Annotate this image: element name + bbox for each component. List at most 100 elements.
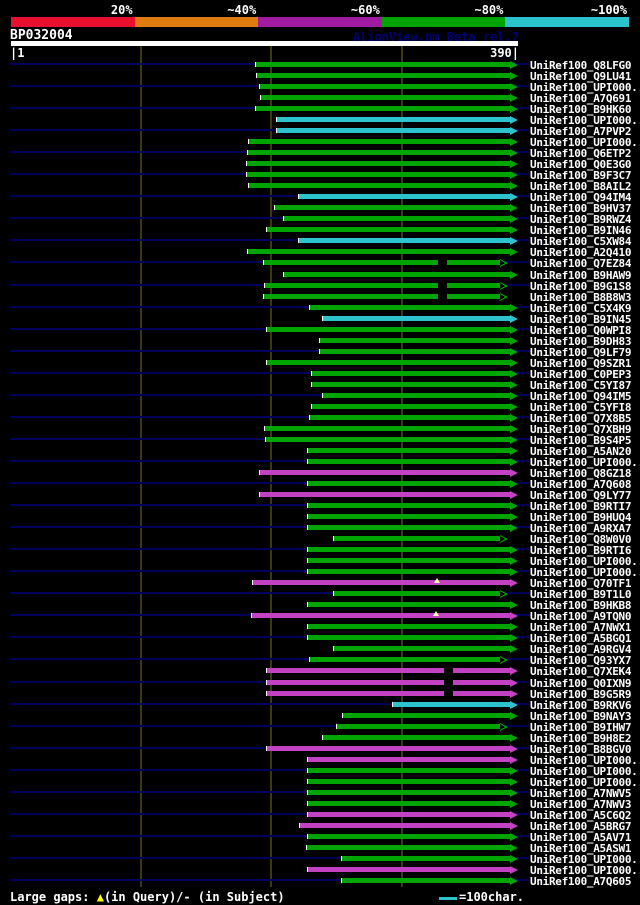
- hit-bar[interactable]: [283, 272, 512, 277]
- hit-label[interactable]: UniRef100_B9T1L0: [530, 588, 632, 601]
- hit-bar[interactable]: [260, 95, 512, 100]
- hit-label[interactable]: UniRef100_B9IN45: [530, 313, 632, 326]
- hit-bar[interactable]: [322, 735, 512, 740]
- hit-label[interactable]: UniRef100_A7NWV5: [530, 787, 632, 800]
- hit-bar[interactable]: [307, 481, 512, 486]
- hit-label[interactable]: UniRef100_B9HKB8: [530, 599, 632, 612]
- hit-label[interactable]: UniRef100_C5YFI8: [530, 401, 632, 414]
- hit-label[interactable]: UniRef100_C5XW84: [530, 235, 632, 248]
- hit-label[interactable]: UniRef100_B8AIL2: [530, 180, 632, 193]
- hit-label[interactable]: UniRef100_B9NAY3: [530, 710, 632, 723]
- hit-label[interactable]: UniRef100_B9RKV6: [530, 699, 632, 712]
- hit-label[interactable]: UniRef100_A7NWX1: [530, 621, 632, 634]
- hit-label[interactable]: UniRef100_B9H8E2: [530, 732, 632, 745]
- hit-label[interactable]: UniRef100_B9HAW9: [530, 269, 632, 282]
- hit-bar[interactable]: [307, 525, 512, 530]
- hit-label[interactable]: UniRef100_B8BGV0: [530, 743, 632, 756]
- hit-label[interactable]: UniRef100_UPI000..: [530, 555, 640, 568]
- hit-bar[interactable]: [307, 757, 512, 762]
- hit-bar[interactable]: [266, 680, 512, 685]
- hit-bar[interactable]: [252, 580, 512, 585]
- hit-label[interactable]: UniRef100_Q0IXN9: [530, 677, 632, 690]
- hit-bar[interactable]: [248, 139, 512, 144]
- hit-label[interactable]: UniRef100_Q8GZ18: [530, 467, 632, 480]
- hit-bar[interactable]: [265, 437, 512, 442]
- hit-label[interactable]: UniRef100_Q0E3G0: [530, 158, 632, 171]
- hit-bar[interactable]: [333, 536, 502, 541]
- hit-bar[interactable]: [311, 404, 512, 409]
- hit-bar[interactable]: [307, 790, 512, 795]
- hit-label[interactable]: UniRef100_A9TQN0: [530, 610, 632, 623]
- hit-bar[interactable]: [264, 283, 502, 288]
- hit-bar[interactable]: [251, 613, 512, 618]
- hit-label[interactable]: UniRef100_A9RXA7: [530, 522, 632, 535]
- hit-label[interactable]: UniRef100_A5ASW1: [530, 842, 632, 855]
- hit-label[interactable]: UniRef100_B8B8W3: [530, 291, 632, 304]
- hit-bar[interactable]: [341, 878, 512, 883]
- hit-bar[interactable]: [307, 503, 512, 508]
- hit-bar[interactable]: [341, 856, 512, 861]
- hit-bar[interactable]: [259, 470, 512, 475]
- hit-bar[interactable]: [322, 316, 512, 321]
- hit-label[interactable]: UniRef100_B9DH83: [530, 335, 632, 348]
- hit-label[interactable]: UniRef100_A5AV71: [530, 831, 632, 844]
- hit-bar[interactable]: [392, 702, 512, 707]
- hit-bar[interactable]: [259, 492, 512, 497]
- hit-label[interactable]: UniRef100_Q7X8B5: [530, 412, 632, 425]
- hit-bar[interactable]: [319, 349, 512, 354]
- hit-label[interactable]: UniRef100_B9RTI6: [530, 544, 632, 557]
- hit-bar[interactable]: [307, 624, 512, 629]
- hit-bar[interactable]: [263, 260, 502, 265]
- hit-bar[interactable]: [276, 117, 512, 122]
- hit-label[interactable]: UniRef100_B9S4P5: [530, 434, 632, 447]
- hit-bar[interactable]: [256, 73, 512, 78]
- hit-bar[interactable]: [309, 305, 512, 310]
- hit-bar[interactable]: [298, 238, 512, 243]
- hit-bar[interactable]: [276, 128, 512, 133]
- hit-label[interactable]: UniRef100_Q8W0V0: [530, 533, 632, 546]
- hit-label[interactable]: UniRef100_A7Q691: [530, 92, 632, 105]
- hit-bar[interactable]: [322, 393, 512, 398]
- hit-bar[interactable]: [266, 746, 512, 751]
- hit-label[interactable]: UniRef100_Q70TF1: [530, 577, 632, 590]
- hit-label[interactable]: UniRef100_UPI000..: [530, 114, 640, 127]
- hit-label[interactable]: UniRef100_B9RTI7: [530, 500, 632, 513]
- hit-bar[interactable]: [311, 382, 512, 387]
- hit-bar[interactable]: [283, 216, 512, 221]
- hit-label[interactable]: UniRef100_Q0WPI8: [530, 324, 632, 337]
- hit-bar[interactable]: [307, 834, 512, 839]
- hit-bar[interactable]: [342, 713, 512, 718]
- hit-bar[interactable]: [259, 84, 512, 89]
- hit-label[interactable]: UniRef100_A7PVP2: [530, 125, 632, 138]
- hit-label[interactable]: UniRef100_Q6ETP2: [530, 147, 632, 160]
- hit-label[interactable]: UniRef100_UPI000..: [530, 853, 640, 866]
- hit-label[interactable]: UniRef100_B9IHW7: [530, 721, 632, 734]
- hit-label[interactable]: UniRef100_UPI000..: [530, 456, 640, 469]
- hit-label[interactable]: UniRef100_B9HUQ4: [530, 511, 632, 524]
- hit-bar[interactable]: [307, 547, 512, 552]
- hit-label[interactable]: UniRef100_Q9LU41: [530, 70, 632, 83]
- hit-label[interactable]: UniRef100_B9G1S8: [530, 280, 632, 293]
- hit-bar[interactable]: [306, 845, 512, 850]
- hit-label[interactable]: UniRef100_Q7XEK4: [530, 665, 632, 678]
- hit-label[interactable]: UniRef100_UPI000..: [530, 136, 640, 149]
- hit-bar[interactable]: [247, 249, 512, 254]
- hit-bar[interactable]: [319, 338, 512, 343]
- hit-bar[interactable]: [263, 294, 502, 299]
- hit-label[interactable]: UniRef100_Q94IM4: [530, 191, 632, 204]
- hit-bar[interactable]: [246, 172, 512, 177]
- hit-bar[interactable]: [266, 227, 512, 232]
- hit-label[interactable]: UniRef100_Q9SZR1: [530, 357, 632, 370]
- hit-bar[interactable]: [298, 194, 512, 199]
- hit-label[interactable]: UniRef100_C5YI87: [530, 379, 632, 392]
- hit-label[interactable]: UniRef100_A5BRG7: [530, 820, 632, 833]
- hit-bar[interactable]: [307, 514, 512, 519]
- hit-label[interactable]: UniRef100_B9RWZ4: [530, 213, 632, 226]
- hit-label[interactable]: UniRef100_UPI000..: [530, 776, 640, 789]
- hit-label[interactable]: UniRef100_A7Q605: [530, 875, 632, 888]
- hit-label[interactable]: UniRef100_A5AN20: [530, 445, 632, 458]
- hit-bar[interactable]: [309, 415, 512, 420]
- hit-bar[interactable]: [246, 161, 512, 166]
- hit-label[interactable]: UniRef100_UPI000..: [530, 765, 640, 778]
- hit-label[interactable]: UniRef100_Q93YX7: [530, 654, 632, 667]
